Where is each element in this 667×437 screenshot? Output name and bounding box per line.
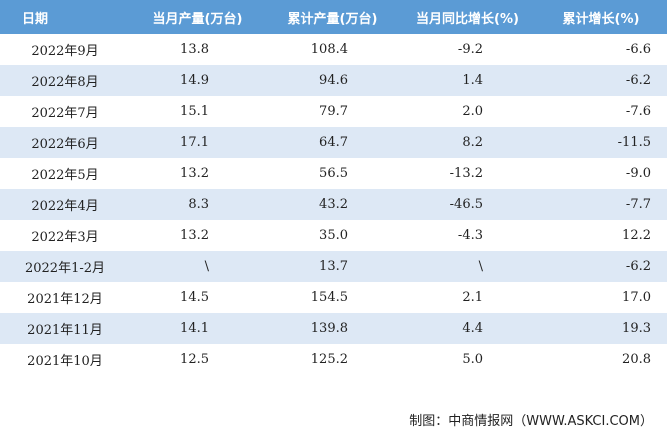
table-cell: 2022年1-2月	[0, 251, 130, 282]
table-row: 2022年4月 8.3 43.2 -46.5 -7.7	[0, 189, 667, 220]
table-row: 2022年9月 13.8 108.4 -9.2 -6.6	[0, 34, 667, 65]
table-cell: 14.9	[130, 65, 265, 96]
table-cell: 15.1	[130, 96, 265, 127]
table-cell: -7.6	[535, 96, 667, 127]
table-cell: -6.2	[535, 251, 667, 282]
table-cell: 2022年4月	[0, 189, 130, 220]
table-cell: \	[400, 251, 535, 282]
table-cell: 139.8	[265, 313, 400, 344]
table-cell: 108.4	[265, 34, 400, 65]
table-cell: 13.2	[130, 158, 265, 189]
table-row: 2022年5月 13.2 56.5 -13.2 -9.0	[0, 158, 667, 189]
table-cell: 13.2	[130, 220, 265, 251]
table-cell: 2.1	[400, 282, 535, 313]
source-note: 制图：中商情报网（WWW.ASKCI.COM）	[409, 414, 653, 429]
table-cell: 43.2	[265, 189, 400, 220]
table-cell: -4.3	[400, 220, 535, 251]
table-cell: 8.3	[130, 189, 265, 220]
table-cell: -46.5	[400, 189, 535, 220]
table-cell: 2022年7月	[0, 96, 130, 127]
table-cell: -13.2	[400, 158, 535, 189]
table-cell: 4.4	[400, 313, 535, 344]
table-cell: 14.5	[130, 282, 265, 313]
table-cell: 2021年11月	[0, 313, 130, 344]
table-cell: \	[130, 251, 265, 282]
table-cell: 56.5	[265, 158, 400, 189]
table-cell: 8.2	[400, 127, 535, 158]
table-cell: 13.7	[265, 251, 400, 282]
table-cell: 2021年10月	[0, 344, 130, 375]
table-cell: -11.5	[535, 127, 667, 158]
table-cell: 2022年9月	[0, 34, 130, 65]
table-cell: 12.2	[535, 220, 667, 251]
table-cell: 2022年8月	[0, 65, 130, 96]
table-row: 2022年8月 14.9 94.6 1.4 -6.2	[0, 65, 667, 96]
table-cell: 2.0	[400, 96, 535, 127]
table-cell: 17.1	[130, 127, 265, 158]
header-row: 日期 当月产量(万台) 累计产量(万台) 当月同比增长(%) 累计增长(%)	[0, 0, 667, 34]
table-row: 2021年11月 14.1 139.8 4.4 19.3	[0, 313, 667, 344]
table-cell: 17.0	[535, 282, 667, 313]
header-cell: 当月同比增长(%)	[400, 0, 535, 34]
header-cell: 日期	[0, 0, 130, 34]
table-row: 2021年12月 14.5 154.5 2.1 17.0	[0, 282, 667, 313]
table-cell: 64.7	[265, 127, 400, 158]
table-row: 2022年6月 17.1 64.7 8.2 -11.5	[0, 127, 667, 158]
table-cell: 5.0	[400, 344, 535, 375]
table-cell: 2022年6月	[0, 127, 130, 158]
table-cell: 20.8	[535, 344, 667, 375]
table-cell: 154.5	[265, 282, 400, 313]
table-cell: 2022年3月	[0, 220, 130, 251]
header-cell: 累计产量(万台)	[265, 0, 400, 34]
table-cell: -9.2	[400, 34, 535, 65]
table-cell: -7.7	[535, 189, 667, 220]
table-row: 2022年3月 13.2 35.0 -4.3 12.2	[0, 220, 667, 251]
table-cell: -9.0	[535, 158, 667, 189]
table-cell: 125.2	[265, 344, 400, 375]
table-cell: 2021年12月	[0, 282, 130, 313]
table-body: 2022年9月 13.8 108.4 -9.2 -6.6 2022年8月 14.9 94.6 1…	[0, 34, 667, 375]
data-table: 日期 当月产量(万台) 累计产量(万台) 当月同比增长(%) 累计增长(%) 2022年…	[0, 0, 667, 375]
table-row: 2022年1-2月 \ 13.7 \ -6.2	[0, 251, 667, 282]
table-row: 2022年7月 15.1 79.7 2.0 -7.6	[0, 96, 667, 127]
table-cell: 1.4	[400, 65, 535, 96]
header-cell: 累计增长(%)	[535, 0, 667, 34]
table-cell: 94.6	[265, 65, 400, 96]
table-cell: 79.7	[265, 96, 400, 127]
table-cell: 12.5	[130, 344, 265, 375]
table-cell: 2022年5月	[0, 158, 130, 189]
table-row: 2021年10月 12.5 125.2 5.0 20.8	[0, 344, 667, 375]
table-cell: 19.3	[535, 313, 667, 344]
table-cell: 14.1	[130, 313, 265, 344]
table-cell: -6.6	[535, 34, 667, 65]
header-cell: 当月产量(万台)	[130, 0, 265, 34]
table-cell: 13.8	[130, 34, 265, 65]
table-cell: 35.0	[265, 220, 400, 251]
table-cell: -6.2	[535, 65, 667, 96]
